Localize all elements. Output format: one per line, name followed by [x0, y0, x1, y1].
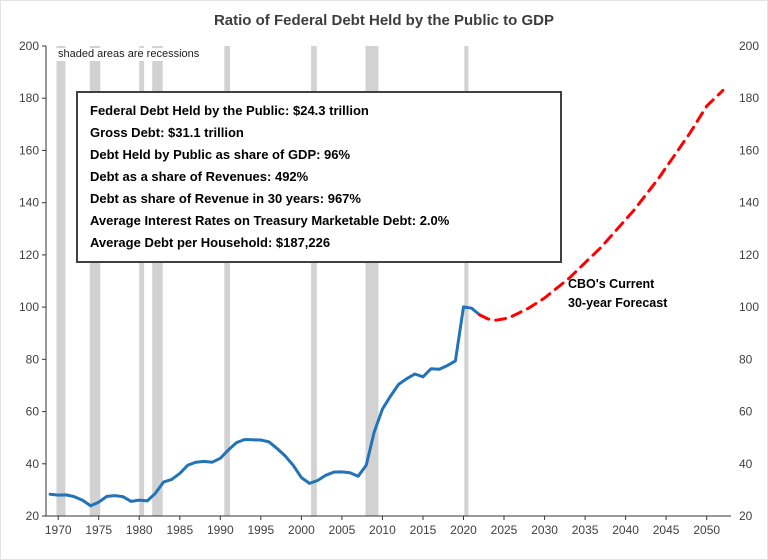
- x-tick-label: 1980: [126, 523, 153, 537]
- x-tick-label: 2025: [491, 523, 518, 537]
- forecast-label: CBO's Current 30-year Forecast: [568, 275, 667, 313]
- chart-title: Ratio of Federal Debt Held by the Public…: [213, 12, 555, 29]
- y-tick-label-left: 180: [19, 91, 39, 105]
- recession-band: [464, 46, 469, 516]
- recession-band: [152, 46, 163, 516]
- stat-line-share-revenues: Debt as a share of Revenues: 492%: [90, 169, 309, 184]
- x-tick-label: 1975: [85, 523, 112, 537]
- y-tick-label-right: 200: [739, 39, 759, 53]
- debt-stats-box: Federal Debt Held by the Public: $24.3 t…: [76, 91, 562, 263]
- series-historical: [48, 305, 482, 508]
- x-tick-label: 1970: [45, 523, 72, 537]
- recession-band: [139, 46, 145, 516]
- recession-note: shaded areas are recessions: [56, 48, 203, 61]
- y-tick-label-left: 40: [26, 457, 40, 471]
- x-tick-label: 1990: [207, 523, 234, 537]
- stat-line-share-gdp: Debt Held by Public as share of GDP: 96%: [90, 147, 351, 162]
- y-tick-label-right: 60: [739, 405, 753, 419]
- y-tick-label-left: 200: [19, 39, 39, 53]
- y-tick-label-right: 180: [739, 91, 759, 105]
- y-tick-label-right: 80: [739, 352, 753, 366]
- stat-line-share-revenue-30y: Debt as share of Revenue in 30 years: 96…: [90, 191, 361, 206]
- x-tick-label: 2045: [653, 523, 680, 537]
- y-tick-label-right: 20: [739, 509, 753, 523]
- x-tick-label: 2050: [693, 523, 720, 537]
- stat-line-public-debt: Federal Debt Held by the Public: $24.3 t…: [90, 103, 369, 118]
- x-tick-label: 2015: [410, 523, 437, 537]
- y-tick-label-right: 140: [739, 196, 759, 210]
- stat-line-debt-per-household: Average Debt per Household: $187,226: [90, 235, 331, 250]
- y-tick-label-left: 100: [19, 300, 39, 314]
- y-tick-label-left: 20: [26, 509, 40, 523]
- x-tick-label: 1995: [247, 523, 274, 537]
- x-tick-label: 2040: [612, 523, 639, 537]
- recession-band: [224, 46, 230, 516]
- y-tick-label-left: 120: [19, 248, 39, 262]
- y-tick-label-right: 160: [739, 143, 759, 157]
- x-tick-label: 2020: [450, 523, 477, 537]
- x-tick-label: 1985: [166, 523, 193, 537]
- recession-band: [56, 46, 66, 516]
- y-tick-label-left: 60: [26, 405, 40, 419]
- y-tick-label-right: 100: [739, 300, 759, 314]
- x-tick-label: 2030: [531, 523, 558, 537]
- x-tick-label: 2035: [572, 523, 599, 537]
- y-tick-label-right: 40: [739, 457, 753, 471]
- x-tick-label: 2005: [329, 523, 356, 537]
- stat-line-gross-debt: Gross Debt: $31.1 trillion: [90, 125, 244, 140]
- forecast-label-line2: 30-year Forecast: [568, 296, 668, 310]
- y-tick-label-left: 80: [26, 352, 40, 366]
- recession-band: [89, 46, 101, 516]
- series-forecast: [478, 88, 725, 322]
- x-tick-label: 2010: [369, 523, 396, 537]
- y-tick-label-left: 160: [19, 143, 39, 157]
- recession-band: [311, 46, 317, 516]
- forecast-label-line1: CBO's Current: [568, 277, 655, 291]
- stat-line-avg-interest: Average Interest Rates on Treasury Marke…: [90, 213, 450, 228]
- y-tick-label-left: 140: [19, 196, 39, 210]
- x-tick-label: 2000: [288, 523, 315, 537]
- y-tick-label-right: 120: [739, 248, 759, 262]
